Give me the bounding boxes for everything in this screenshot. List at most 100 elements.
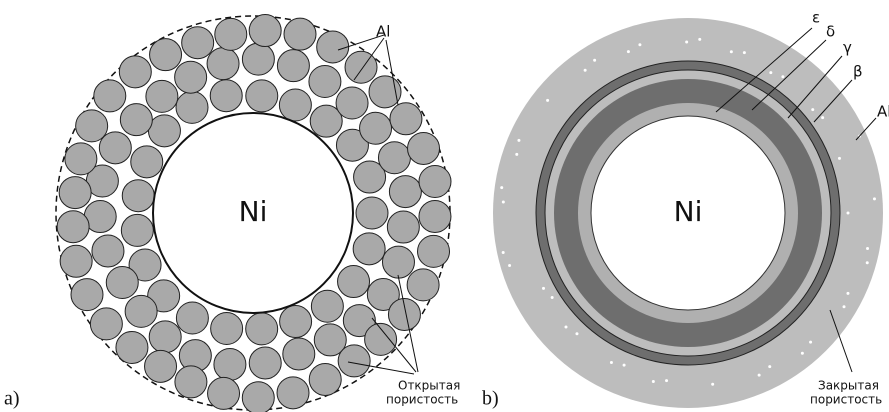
al-particle (59, 177, 91, 209)
pore (821, 116, 824, 119)
al-particle (338, 266, 370, 298)
particle-label: Al (376, 23, 390, 41)
pore (873, 197, 876, 200)
pore (593, 59, 596, 62)
pore (575, 332, 578, 335)
al-particle (175, 61, 207, 93)
pore (564, 326, 567, 329)
al-particle (92, 235, 124, 267)
al-particle (388, 298, 420, 330)
al-particle (246, 80, 278, 112)
al-particle (120, 104, 152, 136)
al-particle (119, 56, 151, 88)
al-particle (176, 91, 208, 123)
pore (542, 287, 545, 290)
al-particle (418, 235, 450, 267)
al-particle (246, 313, 278, 345)
pore (685, 41, 688, 44)
pore (638, 43, 641, 46)
al-particle (387, 211, 419, 243)
al-particle (249, 347, 281, 379)
pore (515, 153, 518, 156)
al-particle (57, 211, 89, 243)
pore (502, 200, 505, 203)
al-particle (369, 76, 401, 108)
pore (768, 365, 771, 368)
al-particle (309, 363, 341, 395)
panel-label: b) (482, 388, 499, 410)
al-particle (345, 51, 377, 83)
al-particle (378, 142, 410, 174)
al-particle (353, 233, 385, 265)
al-particle (277, 377, 309, 409)
al-particle (176, 302, 208, 334)
phase-label: δ (826, 23, 835, 41)
pore (866, 247, 869, 250)
al-particle (277, 50, 309, 82)
al-particle (311, 290, 343, 322)
al-particle (145, 350, 177, 382)
phase-label: γ (843, 39, 852, 57)
al-particle (338, 345, 370, 377)
al-particle (148, 115, 180, 147)
al-particle (382, 246, 414, 278)
al-particle (336, 87, 368, 119)
pore (627, 50, 630, 53)
pore (809, 341, 812, 344)
al-particle (90, 308, 122, 340)
pore (517, 139, 520, 142)
al-particle (389, 176, 421, 208)
pore (811, 108, 814, 111)
pore (846, 292, 849, 295)
pore (866, 261, 869, 264)
al-particle (279, 89, 311, 121)
al-particle (207, 48, 239, 80)
pore (758, 374, 761, 377)
al-particle (407, 269, 439, 301)
pore (781, 75, 784, 78)
porosity-label: Закрытая (818, 379, 879, 393)
al-particle (283, 338, 315, 370)
al-particle (317, 31, 349, 63)
pore (769, 71, 772, 74)
pore (711, 383, 714, 386)
core-label: Ni (239, 195, 268, 228)
core-label: Ni (674, 195, 703, 228)
pore (584, 69, 587, 72)
pore (847, 212, 850, 215)
phase-label: β (853, 63, 863, 81)
porosity-label: пористость (810, 393, 882, 407)
porosity-label: Открытая (398, 379, 460, 393)
pore (665, 379, 668, 382)
al-particle (150, 39, 182, 71)
al-particle (71, 279, 103, 311)
al-particle (131, 146, 163, 178)
al-particle (390, 103, 422, 135)
pore (730, 50, 733, 53)
pore (610, 361, 613, 364)
panel-label: a) (4, 388, 20, 410)
al-particle (249, 15, 281, 47)
al-particle (76, 110, 108, 142)
al-particle (242, 43, 274, 75)
pore (843, 305, 846, 308)
al-particle (175, 366, 207, 398)
pore (508, 264, 511, 267)
pore (502, 251, 505, 254)
al-particle (149, 321, 181, 353)
al-particle (182, 27, 214, 59)
pore (838, 157, 841, 160)
al-particle (284, 18, 316, 50)
phase-label: ε (812, 9, 820, 27)
al-particle (309, 65, 341, 97)
al-particle (121, 214, 153, 246)
al-particle (280, 306, 312, 338)
porosity-label: пористость (386, 393, 458, 407)
pore (743, 51, 746, 54)
al-particle (211, 312, 243, 344)
al-particle (242, 382, 274, 412)
pore (551, 296, 554, 299)
al-particle (60, 245, 92, 277)
al-particle (106, 267, 138, 299)
pore (652, 380, 655, 383)
